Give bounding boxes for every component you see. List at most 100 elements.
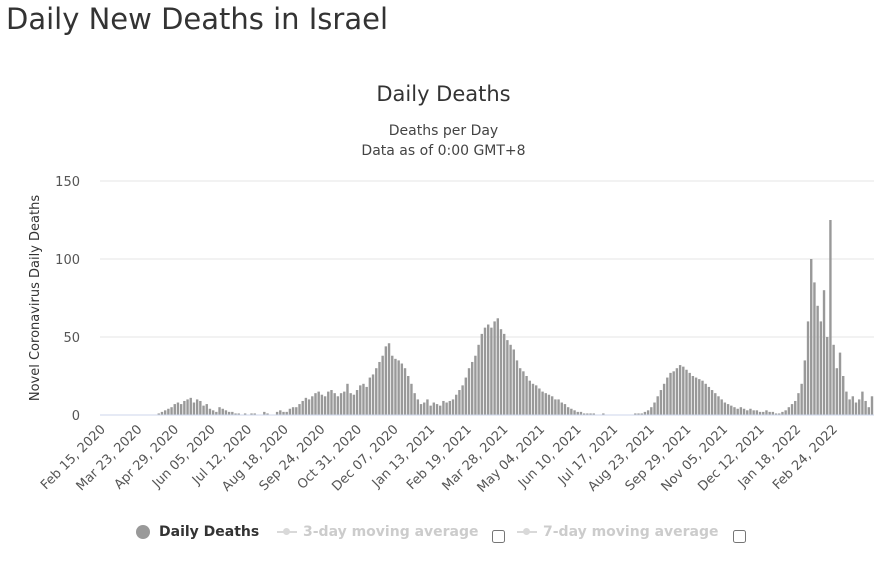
bar[interactable] [327, 391, 330, 415]
bar[interactable] [343, 391, 346, 415]
bar[interactable] [813, 282, 816, 415]
bar[interactable] [413, 393, 416, 415]
bar[interactable] [720, 399, 723, 415]
bar[interactable] [806, 321, 810, 415]
bar[interactable] [515, 360, 519, 415]
bar[interactable] [800, 383, 803, 415]
bar[interactable] [211, 410, 215, 415]
bar[interactable] [426, 399, 429, 415]
bar[interactable] [477, 344, 480, 415]
bar[interactable] [790, 404, 794, 415]
bar[interactable] [237, 413, 240, 415]
bar[interactable] [391, 355, 394, 415]
bar[interactable] [384, 346, 388, 415]
bar[interactable] [490, 327, 493, 415]
bar[interactable] [442, 400, 445, 415]
bar[interactable] [323, 396, 327, 415]
bar[interactable] [541, 391, 544, 415]
bar[interactable] [304, 397, 308, 415]
bar[interactable] [499, 329, 503, 415]
bar[interactable] [787, 407, 791, 415]
bar[interactable] [480, 333, 483, 415]
bar[interactable] [394, 358, 397, 415]
bar[interactable] [419, 404, 423, 415]
bar[interactable] [602, 413, 605, 415]
bar[interactable] [157, 413, 160, 415]
bar[interactable] [205, 404, 208, 415]
bar[interactable] [298, 404, 301, 415]
bar[interactable] [365, 386, 368, 415]
bar[interactable] [778, 413, 781, 415]
bar[interactable] [688, 372, 691, 415]
bar[interactable] [221, 408, 224, 415]
bar[interactable] [771, 411, 775, 415]
bar[interactable] [288, 408, 292, 415]
bar[interactable] [176, 402, 180, 415]
bar[interactable] [407, 376, 410, 415]
bar[interactable] [218, 407, 221, 415]
legend-item-daily-deaths[interactable]: Daily Deaths [136, 524, 259, 540]
bar[interactable] [784, 410, 787, 415]
bar[interactable] [810, 259, 813, 415]
bar[interactable] [637, 413, 640, 415]
bar[interactable] [659, 390, 663, 415]
bar[interactable] [359, 385, 362, 415]
bar[interactable] [487, 324, 490, 415]
bar[interactable] [525, 376, 528, 415]
bar[interactable] [295, 407, 298, 415]
bar[interactable] [483, 327, 487, 415]
bar[interactable] [432, 402, 436, 415]
bar[interactable] [768, 411, 771, 415]
bar[interactable] [662, 383, 666, 415]
bar[interactable] [653, 402, 656, 415]
bar[interactable] [352, 394, 356, 415]
bar[interactable] [570, 408, 573, 415]
bar[interactable] [439, 405, 442, 415]
bar[interactable] [506, 340, 509, 415]
bar[interactable] [474, 355, 477, 415]
bar[interactable] [208, 408, 212, 415]
bar[interactable] [758, 411, 762, 415]
legend-item-7-day-average[interactable]: 7-day moving average [517, 524, 719, 540]
bar[interactable] [362, 383, 365, 415]
bar[interactable] [282, 411, 285, 415]
bar[interactable] [774, 413, 778, 415]
bar[interactable] [518, 368, 522, 415]
bar[interactable] [215, 411, 218, 415]
bar[interactable] [854, 402, 858, 415]
bar[interactable] [307, 399, 311, 415]
bar[interactable] [528, 380, 531, 415]
bar[interactable] [730, 405, 733, 415]
bar[interactable] [339, 393, 343, 415]
bar[interactable] [378, 361, 381, 415]
bar[interactable] [550, 396, 554, 415]
bar[interactable] [742, 408, 746, 415]
bar[interactable] [231, 411, 234, 415]
bar[interactable] [838, 352, 842, 415]
bar[interactable] [835, 368, 839, 415]
bar[interactable] [650, 407, 653, 415]
bar[interactable] [349, 393, 352, 415]
bar[interactable] [586, 413, 589, 415]
bar[interactable] [864, 400, 867, 415]
bar[interactable] [560, 402, 563, 415]
bar[interactable] [173, 404, 176, 415]
toggle-7-day-average-checkbox[interactable] [733, 530, 746, 543]
bar[interactable] [698, 379, 701, 415]
bar[interactable] [493, 321, 496, 415]
bar[interactable] [531, 383, 535, 415]
bar[interactable] [410, 383, 413, 415]
bar[interactable] [842, 376, 845, 415]
bar[interactable] [592, 413, 595, 415]
bar[interactable] [320, 394, 324, 415]
bar[interactable] [858, 399, 861, 415]
bar[interactable] [803, 360, 807, 415]
bar[interactable] [448, 400, 452, 415]
bar[interactable] [794, 400, 797, 415]
bar[interactable] [822, 290, 826, 415]
bar[interactable] [496, 318, 499, 415]
bar[interactable] [576, 411, 579, 415]
bar[interactable] [202, 405, 205, 415]
bar[interactable] [314, 393, 317, 415]
bar[interactable] [746, 410, 749, 415]
